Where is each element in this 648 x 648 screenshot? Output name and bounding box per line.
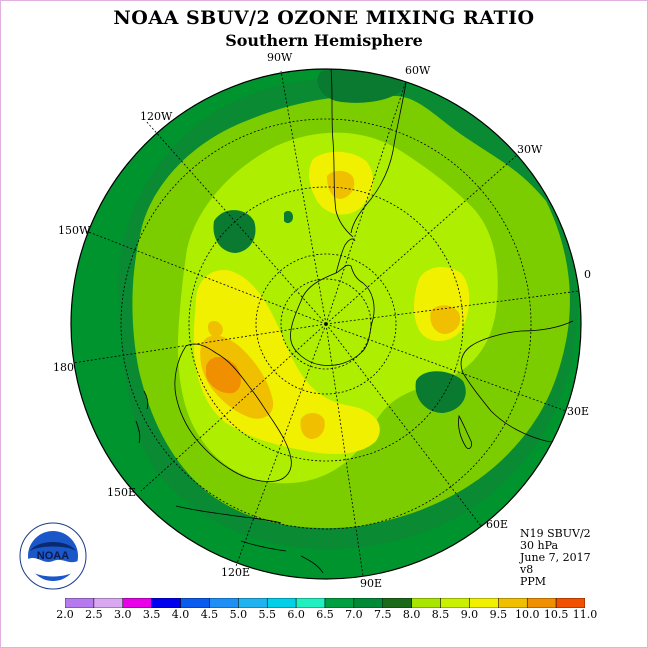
graticule — [72, 70, 580, 577]
colorbar-tick-label: 9.0 — [460, 608, 479, 621]
ozone-low-a — [213, 210, 256, 253]
colorbar-swatch — [180, 598, 210, 608]
lon-label-30w: 30W — [517, 143, 543, 156]
antarctica-coast — [290, 264, 375, 366]
info-date: June 7, 2017 — [520, 551, 591, 564]
colorbar-swatch — [353, 598, 384, 608]
colorbar-swatch — [555, 598, 585, 608]
lon-label-90w: 90W — [267, 51, 293, 64]
colorbar-swatch — [440, 598, 470, 608]
colorbar-tick-label: 3.0 — [114, 608, 132, 621]
colorbar — [65, 598, 585, 608]
lon-label-60e: 60E — [486, 518, 509, 531]
colorbar-tick-label: 4.5 — [200, 608, 219, 621]
lon-label-60w: 60W — [405, 64, 431, 77]
ozone-field-90d — [300, 413, 325, 439]
lon-label-90e: 90E — [360, 577, 383, 590]
colorbar-swatch — [266, 598, 297, 608]
colorbar-tick-label: 8.5 — [431, 608, 450, 621]
colorbar-tick-label: 10.5 — [543, 608, 569, 621]
madagascar — [458, 414, 472, 449]
lon-label-30e: 30E — [567, 405, 590, 418]
colorbar-tick-label: 10.0 — [514, 608, 540, 621]
colorbar-tick-label: 5.5 — [258, 608, 276, 621]
colorbar-swatch — [411, 598, 441, 608]
africa-coast — [460, 320, 581, 444]
lon-label-120w: 120W — [140, 110, 173, 123]
colorbar-tick-label: 2.0 — [56, 608, 74, 621]
colorbar-swatch — [526, 598, 557, 608]
lon-label-150e: 150E — [107, 486, 137, 499]
info-satellite: N19 SBUV/2 — [520, 527, 591, 540]
ozone-field-90c — [430, 305, 461, 334]
colorbar-tick-label: 4.0 — [171, 608, 190, 621]
lon-label-0: 0 — [584, 268, 591, 281]
lon-label-180: 180 — [53, 361, 74, 374]
colorbar-tick-label: 11.0 — [572, 608, 598, 621]
colorbar-tick-label: 6.5 — [316, 608, 334, 621]
colorbar-tick-label: 5.0 — [229, 608, 248, 621]
noaa-logo-text: NOAA — [37, 550, 69, 562]
noaa-logo: NOAA — [19, 522, 87, 590]
lon-label-120e: 120E — [221, 566, 251, 579]
antarctic-peninsula — [335, 238, 356, 274]
info-units: PPM — [520, 575, 547, 588]
colorbar-tick-label: 2.5 — [85, 608, 103, 621]
australia-coast — [174, 343, 292, 482]
new-zealand — [135, 390, 149, 444]
colorbar-swatch — [469, 598, 499, 608]
info-level: 30 hPa — [520, 539, 559, 552]
ozone-field-90e — [207, 321, 223, 337]
colorbar-swatch — [382, 598, 412, 608]
colorbar-tick-label: 6.0 — [287, 608, 305, 621]
colorbar-swatch — [324, 598, 355, 608]
ozone-low-b — [415, 371, 466, 413]
lon-label-150w: 150W — [58, 224, 91, 237]
colorbar-swatch — [498, 598, 528, 608]
colorbar-swatch — [238, 598, 268, 608]
colorbar-tick-label: 9.5 — [489, 608, 508, 621]
colorbar-tick-label: 8.0 — [402, 608, 421, 621]
map-subtitle: Southern Hemisphere — [225, 31, 423, 50]
colorbar-tick-label: 3.5 — [142, 608, 161, 621]
ozone-field-60-top — [317, 69, 406, 103]
colorbar-tick-label: 7.0 — [345, 608, 363, 621]
colorbar-swatch — [209, 598, 239, 608]
info-block: N19 SBUV/2 30 hPa June 7, 2017 v8 PPM — [520, 528, 591, 588]
colorbar-swatch — [65, 598, 95, 608]
map-title: NOAA SBUV/2 OZONE MIXING RATIO — [113, 7, 535, 29]
colorbar-swatch — [93, 598, 124, 608]
map-border — [70, 68, 582, 580]
colorbar-tick-label: 7.5 — [374, 608, 392, 621]
colorbar-swatch — [122, 598, 152, 608]
colorbar-swatch — [295, 598, 326, 608]
ozone-low-c — [284, 210, 293, 224]
south-america-coast — [330, 69, 407, 238]
info-version: v8 — [520, 563, 534, 576]
colorbar-swatch — [151, 598, 181, 608]
